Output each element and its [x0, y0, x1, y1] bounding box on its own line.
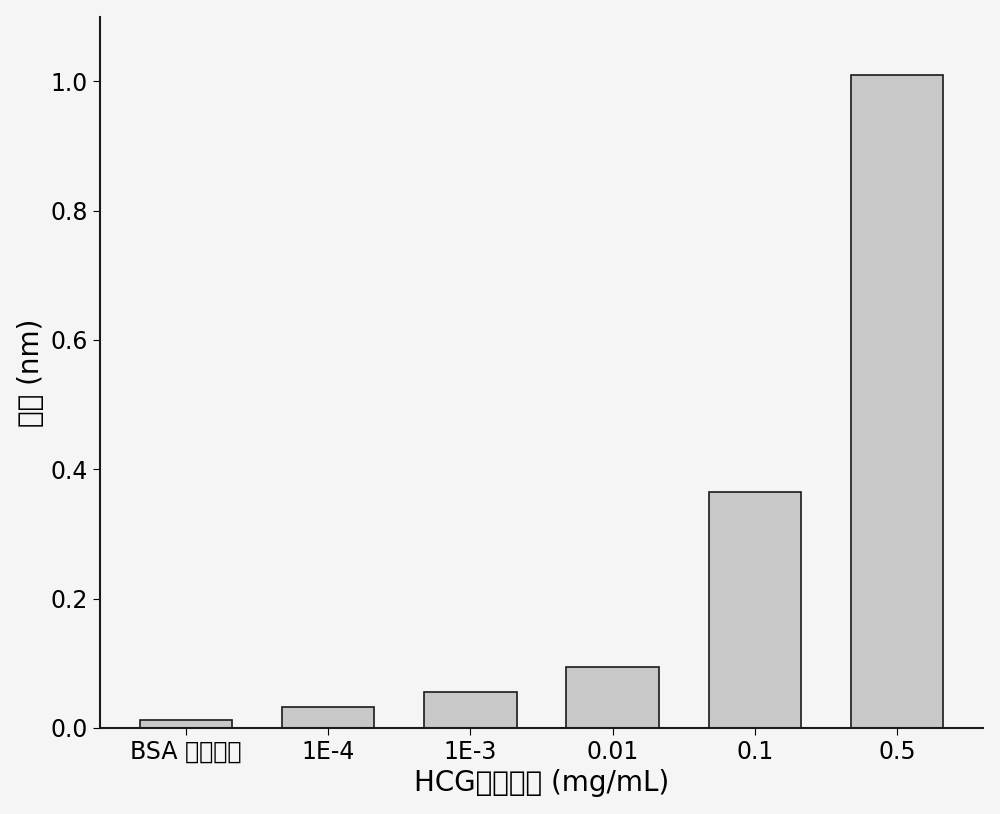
Bar — [709, 492, 801, 728]
Bar — [566, 667, 659, 728]
Bar — [282, 707, 374, 728]
Bar — [140, 720, 232, 728]
Y-axis label: 响应 (nm): 响应 (nm) — [17, 318, 45, 427]
Bar — [851, 75, 943, 728]
Bar — [424, 693, 517, 728]
X-axis label: HCG抗体浓度 (mg/mL): HCG抗体浓度 (mg/mL) — [414, 769, 669, 798]
